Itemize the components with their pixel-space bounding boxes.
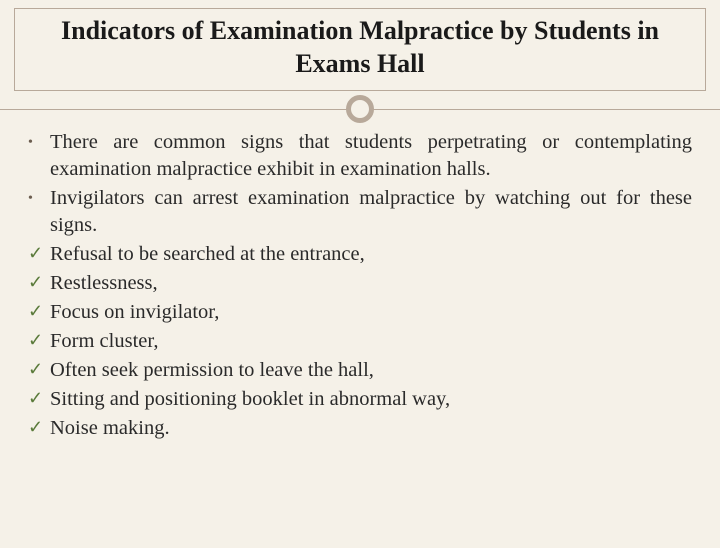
check-marker-icon: ✓ <box>28 328 50 353</box>
check-text: Sitting and positioning booklet in abnor… <box>50 386 692 413</box>
slide: Indicators of Examination Malpractice by… <box>0 8 720 548</box>
check-text: Restlessness, <box>50 270 692 297</box>
bullet-item: • Invigilators can arrest examination ma… <box>28 185 692 239</box>
check-text: Refusal to be searched at the entrance, <box>50 241 692 268</box>
bullet-item: • There are common signs that students p… <box>28 129 692 183</box>
check-marker-icon: ✓ <box>28 299 50 324</box>
check-text: Form cluster, <box>50 328 692 355</box>
check-item: ✓ Refusal to be searched at the entrance… <box>28 241 692 268</box>
check-marker-icon: ✓ <box>28 386 50 411</box>
content-area: • There are common signs that students p… <box>0 129 720 443</box>
slide-title: Indicators of Examination Malpractice by… <box>25 15 695 80</box>
check-item: ✓ Often seek permission to leave the hal… <box>28 357 692 384</box>
check-item: ✓ Form cluster, <box>28 328 692 355</box>
bullet-marker-icon: • <box>28 185 50 208</box>
check-marker-icon: ✓ <box>28 270 50 295</box>
bullet-text: Invigilators can arrest examination malp… <box>50 185 692 239</box>
bullet-text: There are common signs that students per… <box>50 129 692 183</box>
check-item: ✓ Sitting and positioning booklet in abn… <box>28 386 692 413</box>
check-text: Focus on invigilator, <box>50 299 692 326</box>
check-text: Noise making. <box>50 415 692 442</box>
bullet-marker-icon: • <box>28 129 50 152</box>
check-item: ✓ Focus on invigilator, <box>28 299 692 326</box>
divider <box>0 89 720 129</box>
title-box: Indicators of Examination Malpractice by… <box>14 8 706 91</box>
check-marker-icon: ✓ <box>28 415 50 440</box>
check-item: ✓ Restlessness, <box>28 270 692 297</box>
check-item: ✓ Noise making. <box>28 415 692 442</box>
divider-circle-icon <box>346 95 374 123</box>
check-marker-icon: ✓ <box>28 241 50 266</box>
check-marker-icon: ✓ <box>28 357 50 382</box>
check-text: Often seek permission to leave the hall, <box>50 357 692 384</box>
